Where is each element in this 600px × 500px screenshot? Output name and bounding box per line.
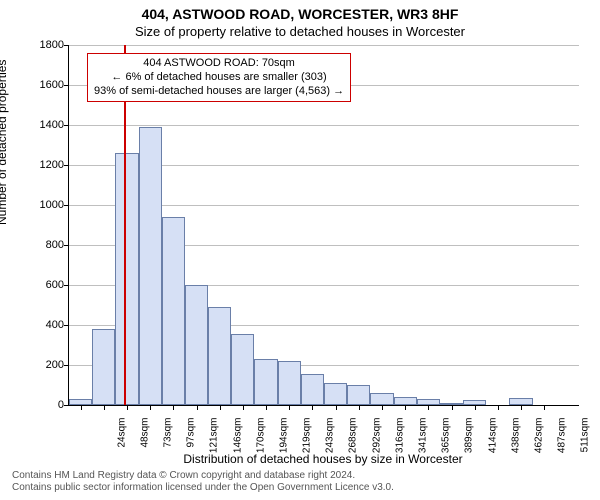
y-tick-mark [64, 325, 69, 326]
x-tick-label: 24sqm [116, 418, 127, 463]
y-tick-label: 1000 [34, 199, 64, 211]
y-tick-mark [64, 85, 69, 86]
footer-attribution: Contains HM Land Registry data © Crown c… [12, 470, 394, 494]
y-tick-label: 800 [34, 239, 64, 251]
y-tick-label: 600 [34, 279, 64, 291]
histogram-bar [208, 307, 231, 405]
x-tick-label: 73sqm [162, 418, 173, 463]
histogram-bar [301, 374, 324, 405]
x-tick-label: 462sqm [533, 418, 544, 463]
x-tick-label: 121sqm [209, 418, 220, 463]
histogram-bar [394, 397, 417, 405]
annotation-box: 404 ASTWOOD ROAD: 70sqm ← 6% of detached… [87, 53, 351, 102]
y-tick-mark [64, 205, 69, 206]
y-tick-label: 200 [34, 359, 64, 371]
x-tick-mark [243, 405, 244, 410]
y-tick-mark [64, 285, 69, 286]
x-tick-mark [104, 405, 105, 410]
footer-line1: Contains HM Land Registry data © Crown c… [12, 470, 394, 482]
x-tick-label: 194sqm [278, 418, 289, 463]
x-tick-mark [197, 405, 198, 410]
plot-area: 404 ASTWOOD ROAD: 70sqm ← 6% of detached… [68, 45, 579, 406]
x-tick-label: 316sqm [394, 418, 405, 463]
histogram-bar [162, 217, 185, 405]
x-tick-mark [336, 405, 337, 410]
x-tick-label: 48sqm [139, 418, 150, 463]
x-tick-mark [173, 405, 174, 410]
footer-line2: Contains public sector information licen… [12, 482, 394, 494]
x-tick-label: 243sqm [325, 418, 336, 463]
histogram-bar [278, 361, 301, 405]
gridline [69, 125, 579, 126]
histogram-bar [324, 383, 347, 405]
histogram-bar [231, 334, 254, 405]
x-tick-label: 146sqm [232, 418, 243, 463]
x-tick-mark [521, 405, 522, 410]
x-tick-label: 438sqm [510, 418, 521, 463]
x-tick-label: 414sqm [487, 418, 498, 463]
x-tick-label: 341sqm [417, 418, 428, 463]
y-tick-mark [64, 125, 69, 126]
x-tick-mark [127, 405, 128, 410]
x-tick-mark [382, 405, 383, 410]
histogram-bar [139, 127, 162, 405]
y-tick-label: 1800 [34, 39, 64, 51]
y-tick-mark [64, 165, 69, 166]
y-tick-mark [64, 245, 69, 246]
x-tick-mark [81, 405, 82, 410]
y-tick-label: 400 [34, 319, 64, 331]
x-tick-label: 292sqm [371, 418, 382, 463]
histogram-bar [115, 153, 138, 405]
histogram-bar [509, 398, 532, 405]
x-tick-mark [359, 405, 360, 410]
annotation-line2: ← 6% of detached houses are smaller (303… [94, 71, 344, 85]
x-tick-mark [289, 405, 290, 410]
x-tick-mark [220, 405, 221, 410]
x-tick-mark [312, 405, 313, 410]
y-tick-label: 1200 [34, 159, 64, 171]
x-tick-label: 219sqm [302, 418, 313, 463]
histogram-bar [347, 385, 370, 405]
x-tick-label: 365sqm [441, 418, 452, 463]
annotation-line1: 404 ASTWOOD ROAD: 70sqm [94, 57, 344, 71]
y-tick-mark [64, 45, 69, 46]
histogram-bar [92, 329, 115, 405]
y-tick-label: 1600 [34, 79, 64, 91]
x-tick-mark [150, 405, 151, 410]
x-tick-mark [544, 405, 545, 410]
histogram-bar [370, 393, 393, 405]
y-tick-mark [64, 365, 69, 366]
chart-title-line1: 404, ASTWOOD ROAD, WORCESTER, WR3 8HF [0, 6, 600, 22]
x-tick-label: 170sqm [255, 418, 266, 463]
x-tick-mark [475, 405, 476, 410]
x-tick-label: 389sqm [464, 418, 475, 463]
x-tick-mark [405, 405, 406, 410]
annotation-line3: 93% of semi-detached houses are larger (… [94, 85, 344, 99]
y-tick-label: 1400 [34, 119, 64, 131]
x-tick-label: 511sqm [580, 418, 591, 463]
x-tick-mark [266, 405, 267, 410]
x-tick-mark [498, 405, 499, 410]
histogram-bar [185, 285, 208, 405]
gridline [69, 45, 579, 46]
x-tick-label: 268sqm [348, 418, 359, 463]
x-tick-mark [428, 405, 429, 410]
y-tick-mark [64, 405, 69, 406]
histogram-bar [254, 359, 277, 405]
y-axis-label: Number of detached properties [0, 60, 9, 225]
y-tick-label: 0 [34, 399, 64, 411]
x-tick-mark [452, 405, 453, 410]
chart-title-line2: Size of property relative to detached ho… [0, 24, 600, 39]
x-tick-label: 97sqm [186, 418, 197, 463]
x-tick-label: 487sqm [557, 418, 568, 463]
